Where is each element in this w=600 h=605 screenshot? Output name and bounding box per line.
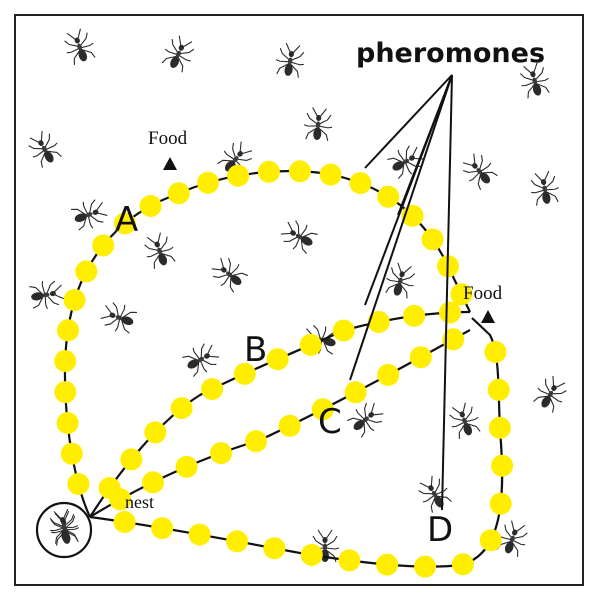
- pheromone-dot: [210, 442, 232, 465]
- pheromone-dot: [349, 172, 372, 195]
- ant-icon: [180, 338, 224, 380]
- pheromone-dot: [75, 260, 98, 283]
- path-label-a: A: [115, 200, 139, 240]
- pheromone-dot: [488, 416, 511, 439]
- pheromone-dot: [299, 333, 322, 356]
- pheromone-dot: [226, 530, 248, 553]
- pheromone-dot: [266, 348, 289, 371]
- pheromone-dot: [114, 212, 136, 235]
- food-marker-icon: [481, 310, 495, 323]
- pheromone-dot: [139, 195, 162, 217]
- pheromone-dot: [442, 328, 465, 351]
- ant-icon: [276, 215, 320, 257]
- nest-label: nest: [125, 492, 154, 512]
- pheromone-dot: [376, 553, 399, 576]
- ant-icon: [69, 195, 111, 234]
- pheromone-dot: [479, 529, 502, 552]
- ant-icon: [385, 140, 429, 182]
- path-label-c: C: [318, 402, 342, 442]
- pheromone-dot: [344, 381, 367, 404]
- pheromone-dot: [54, 381, 77, 404]
- pheromone-dot: [245, 430, 267, 453]
- pheromone-dot: [338, 549, 361, 572]
- food-marker-icon: [163, 157, 177, 170]
- pheromone-dot: [57, 319, 79, 342]
- ant-icon: [60, 25, 99, 67]
- pheromone-dot: [367, 311, 390, 333]
- pheromone-dot: [319, 163, 342, 186]
- pheromone-dot: [120, 448, 143, 471]
- pheromone-dot: [60, 442, 83, 465]
- ant-icon: [158, 32, 199, 75]
- pheromone-dot: [201, 378, 224, 400]
- path-label-d: D: [427, 510, 454, 550]
- pheromone-dot: [421, 228, 444, 251]
- ant-icon: [273, 41, 308, 79]
- pheromone-dot: [67, 473, 90, 495]
- ant-icon: [23, 126, 65, 170]
- pheromone-dot: [167, 182, 190, 205]
- pheromone-dot: [300, 543, 323, 566]
- ant-icon: [302, 106, 335, 142]
- ant-icon: [28, 277, 66, 312]
- pheromone-dot: [257, 160, 280, 183]
- pheromone-dot: [113, 511, 136, 533]
- pheromone-dots: [54, 160, 514, 578]
- pheromone-dot: [491, 454, 514, 477]
- ant-icon: [527, 169, 562, 207]
- pheromone-dot: [144, 421, 167, 444]
- pheromone-dot: [377, 363, 400, 386]
- pheromone-dot: [197, 171, 219, 194]
- pheromone-dot: [487, 378, 510, 401]
- pheromone-dot: [439, 301, 461, 324]
- pheromone-dot: [233, 362, 256, 385]
- pheromone-dot: [288, 160, 311, 183]
- pheromone-dot: [450, 283, 473, 306]
- pheromone-dot: [227, 164, 250, 187]
- pheromone-dot: [263, 537, 286, 560]
- pheromone-dot: [54, 350, 77, 373]
- ant-icon: [413, 471, 455, 515]
- ant-icon: [457, 148, 501, 193]
- path-label-b: B: [244, 330, 268, 370]
- ant-icon: [206, 252, 251, 296]
- pheromone-dot: [142, 471, 164, 494]
- ant-icon: [46, 507, 81, 545]
- pheromone-dot: [484, 341, 507, 363]
- ant-icon: [140, 229, 179, 271]
- ant-icon: [530, 371, 572, 415]
- pheromone-dot: [188, 523, 211, 546]
- pheromone-dot: [278, 414, 301, 437]
- pheromone-dot: [151, 517, 174, 540]
- pheromone-dot: [489, 492, 512, 515]
- pheromone-dot: [92, 234, 115, 257]
- ant-icon: [445, 399, 484, 441]
- ant-icon: [97, 298, 139, 337]
- pheromone-dot: [332, 319, 355, 342]
- food-label-left: Food: [148, 128, 188, 149]
- pheromone-dot: [56, 412, 79, 434]
- ant-icon: [344, 397, 389, 441]
- pheromone-dot: [377, 185, 400, 208]
- pheromone-dot: [175, 455, 198, 478]
- pheromone-callout-lines: [349, 74, 453, 511]
- pheromone-dot: [63, 289, 86, 311]
- pheromone-dot: [409, 346, 432, 369]
- food-label-right: Food: [463, 283, 503, 304]
- pheromone-dot: [109, 488, 132, 511]
- pheromones-label: pheromones: [356, 38, 546, 69]
- nest-circle: [35, 501, 93, 559]
- pheromone-dot: [403, 304, 426, 327]
- pheromone-dot: [311, 398, 334, 421]
- pheromone-dot: [414, 555, 437, 578]
- pheromone-dot: [170, 397, 193, 420]
- pheromone-dot: [451, 553, 474, 576]
